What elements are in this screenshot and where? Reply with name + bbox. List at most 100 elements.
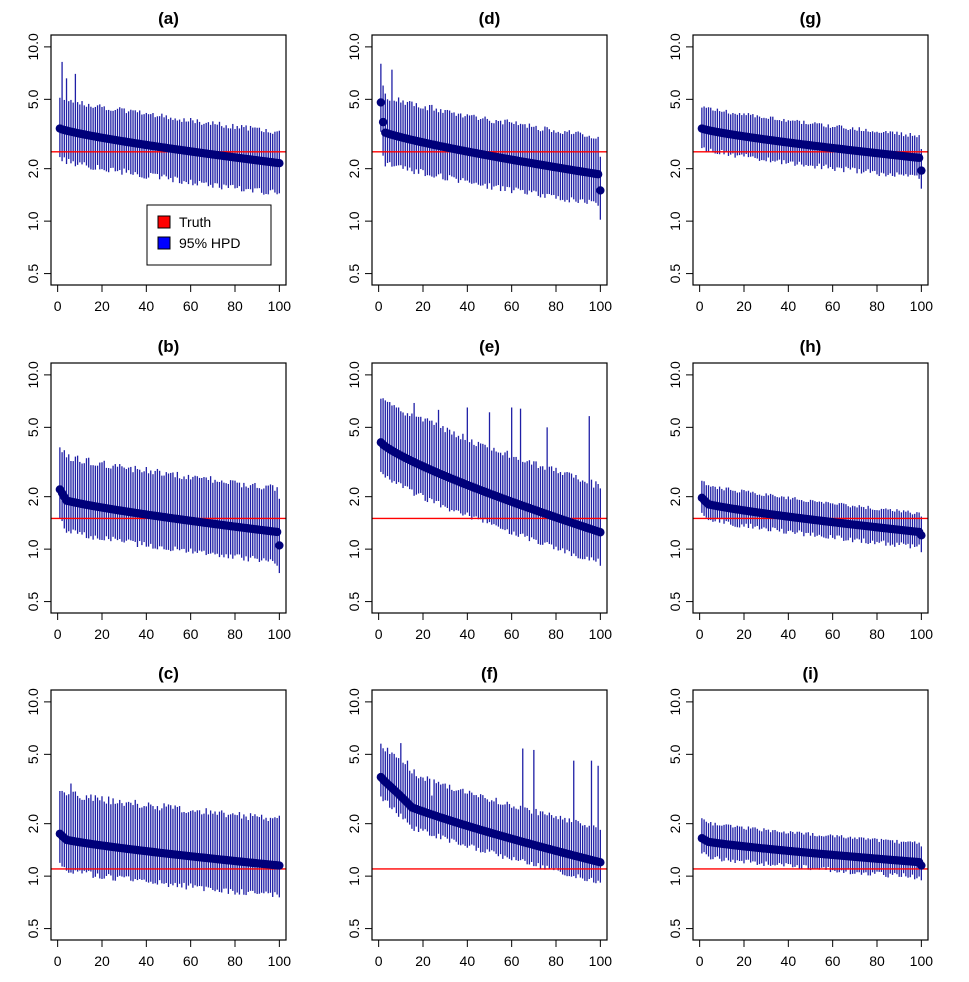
y-tick-label: 1.0: [25, 211, 41, 231]
x-tick-label: 80: [548, 626, 564, 642]
x-tick-label: 20: [736, 626, 752, 642]
point-estimate: [596, 186, 605, 195]
x-tick-label: 100: [268, 298, 292, 314]
panel-title: (d): [479, 9, 501, 28]
point-estimate: [917, 531, 926, 540]
x-tick-label: 80: [869, 626, 885, 642]
y-tick-label: 5.0: [25, 744, 41, 764]
y-tick-label: 0.5: [346, 919, 362, 939]
x-tick-label: 80: [227, 953, 243, 969]
x-tick-label: 100: [910, 626, 934, 642]
x-tick-label: 40: [139, 953, 155, 969]
y-tick-label: 1.0: [667, 211, 683, 231]
y-tick-label: 10.0: [25, 688, 41, 715]
x-tick-label: 60: [504, 626, 520, 642]
x-tick-label: 0: [696, 626, 704, 642]
point-estimate: [275, 159, 284, 168]
panel-title: (f): [481, 664, 498, 683]
x-tick-label: 20: [736, 298, 752, 314]
x-tick-label: 100: [589, 953, 613, 969]
x-tick-label: 100: [268, 953, 292, 969]
panel-g: (g) 0.5 1.0 2.0 5.0 10.0 0 20 40 60 80 100: [667, 9, 933, 314]
x-tick-label: 60: [825, 298, 841, 314]
x-tick-label: 40: [781, 953, 797, 969]
x-tick-label: 60: [183, 626, 199, 642]
plot-frame: [50, 689, 287, 941]
y-tick-label: 5.0: [346, 89, 362, 109]
y-tick-label: 5.0: [25, 417, 41, 437]
x-tick-label: 40: [781, 298, 797, 314]
x-tick-label: 60: [825, 953, 841, 969]
x-tick-label: 100: [268, 626, 292, 642]
point-estimate: [917, 861, 926, 870]
x-tick-label: 20: [415, 953, 431, 969]
panel-i: (i) 0.5 1.0 2.0 5.0 10.0 0 20 40 60 80 100: [667, 664, 933, 969]
x-tick-label: 40: [460, 626, 476, 642]
panel-title: (b): [158, 337, 180, 356]
y-tick-label: 2.0: [346, 814, 362, 834]
legend-label: 95% HPD: [179, 235, 240, 251]
x-tick-label: 80: [227, 298, 243, 314]
x-tick-label: 40: [781, 626, 797, 642]
plot-frame: [371, 34, 608, 286]
legend-box: [146, 204, 272, 266]
point-estimate: [378, 117, 388, 127]
x-tick-label: 40: [460, 953, 476, 969]
x-tick-label: 100: [589, 626, 613, 642]
x-tick-label: 20: [94, 626, 110, 642]
y-tick-label: 5.0: [346, 417, 362, 437]
legend-swatch: [157, 215, 171, 229]
plot-frame: [371, 689, 608, 941]
legend: Truth 95% HPD: [146, 204, 272, 266]
point-estimate: [275, 861, 284, 870]
y-tick-label: 1.0: [667, 866, 683, 886]
panel-d: (d) 0.5 1.0 2.0 5.0 10.0 0 20 40 60 80 100: [346, 9, 612, 314]
x-tick-label: 100: [589, 298, 613, 314]
plot-frame: [50, 362, 287, 614]
plot-frame: [50, 34, 287, 286]
y-tick-label: 1.0: [25, 866, 41, 886]
y-tick-label: 1.0: [667, 539, 683, 559]
y-tick-label: 1.0: [346, 539, 362, 559]
panel-title: (c): [158, 664, 179, 683]
x-tick-label: 40: [139, 298, 155, 314]
plot-frame: [692, 362, 929, 614]
point-estimate: [914, 153, 924, 163]
x-tick-label: 60: [504, 953, 520, 969]
panel-f: (f) 0.5 1.0 2.0 5.0 10.0 0 20 40 60 80 100: [346, 664, 612, 969]
x-tick-label: 0: [696, 298, 704, 314]
point-estimate: [376, 98, 386, 107]
legend-label: Truth: [179, 214, 211, 230]
plot-frame: [692, 34, 929, 286]
y-tick-label: 10.0: [346, 33, 362, 60]
y-tick-label: 2.0: [346, 159, 362, 179]
x-tick-label: 0: [54, 626, 62, 642]
y-tick-label: 1.0: [346, 211, 362, 231]
x-tick-label: 80: [869, 953, 885, 969]
panel-e: (e) 0.5 1.0 2.0 5.0 10.0 0 20 40 60 80 100: [346, 337, 612, 642]
panel-h: (h) 0.5 1.0 2.0 5.0 10.0 0 20 40 60 80 100: [667, 337, 933, 642]
x-tick-label: 60: [183, 298, 199, 314]
y-tick-label: 10.0: [667, 33, 683, 60]
panel-b: (b) 0.5 1.0 2.0 5.0 10.0 0 20 40 60 80 100: [25, 337, 291, 642]
point-estimate: [917, 166, 926, 175]
x-tick-label: 100: [910, 953, 934, 969]
y-tick-label: 2.0: [667, 487, 683, 507]
x-tick-label: 60: [504, 298, 520, 314]
y-tick-label: 5.0: [667, 89, 683, 109]
x-tick-label: 80: [548, 298, 564, 314]
plot-frame: [371, 362, 608, 614]
y-tick-label: 5.0: [667, 417, 683, 437]
panel-title: (g): [800, 9, 822, 28]
x-tick-label: 20: [736, 953, 752, 969]
y-tick-label: 5.0: [667, 744, 683, 764]
point-estimate: [593, 170, 603, 179]
plot-frame: [692, 689, 929, 941]
panel-title: (a): [158, 9, 179, 28]
y-tick-label: 5.0: [346, 744, 362, 764]
point-estimate: [275, 541, 284, 550]
y-tick-label: 0.5: [667, 592, 683, 612]
legend-swatch: [157, 236, 171, 250]
x-tick-label: 20: [94, 953, 110, 969]
y-tick-label: 10.0: [667, 688, 683, 715]
